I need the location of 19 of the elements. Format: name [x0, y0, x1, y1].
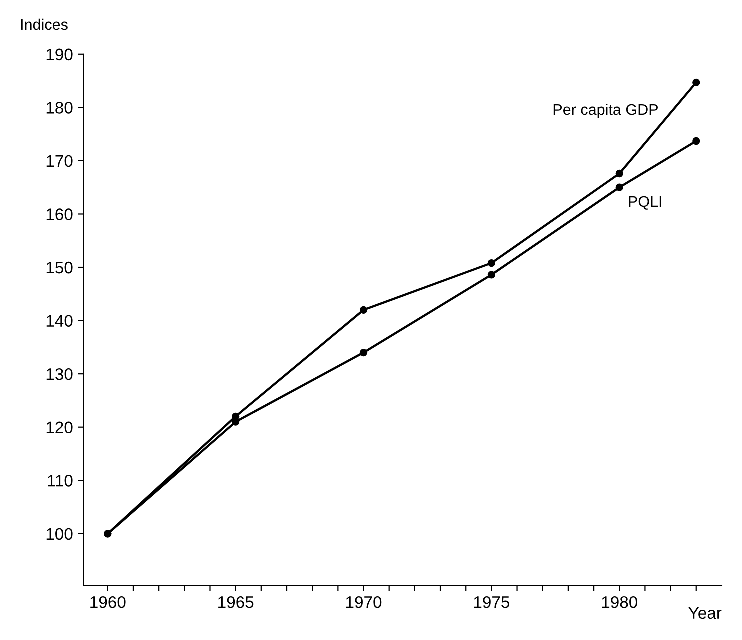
- x-tick-label: 1970: [346, 596, 382, 608]
- series-label: Per capita GDP: [554, 104, 658, 118]
- y-tick-label: 150: [46, 262, 73, 274]
- x-tick-label: 1960: [90, 596, 126, 608]
- y-tick-label: 130: [46, 368, 73, 380]
- y-tick-label: 170: [46, 155, 73, 168]
- y-axis-title: Indices: [21, 18, 68, 30]
- y-tick-label: 100: [46, 528, 73, 540]
- x-axis-title: Year: [688, 607, 722, 620]
- y-tick-label: 110: [48, 475, 73, 487]
- y-tick-label: 120: [46, 422, 73, 434]
- y-tick-label: 140: [46, 315, 73, 327]
- y-tick-label: 160: [46, 208, 73, 220]
- y-tick-label: 180: [46, 102, 73, 114]
- x-tick-label: 1980: [602, 596, 638, 608]
- y-tick-label: 190: [46, 48, 73, 61]
- x-tick-label: 1965: [218, 596, 254, 608]
- series-label: PQLI: [629, 196, 662, 210]
- x-tick-label: 1975: [474, 596, 510, 608]
